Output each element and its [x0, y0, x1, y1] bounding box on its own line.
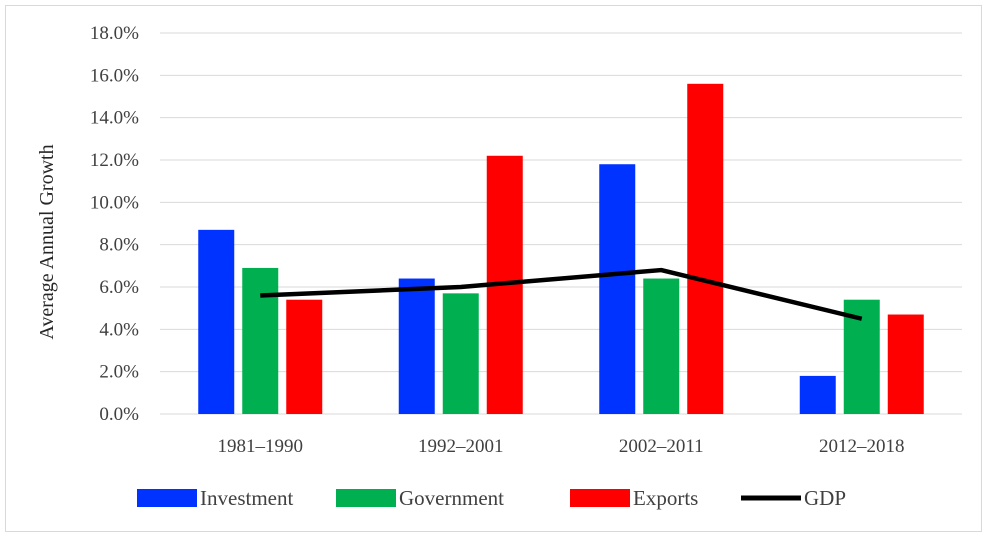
legend-swatch-investment: [137, 489, 197, 507]
x-tick-label: 1992–2001: [418, 436, 504, 457]
bar-exports: [286, 299, 323, 414]
x-tick-label: 2012–2018: [819, 436, 905, 457]
y-tick-label: 18.0%: [90, 23, 139, 44]
y-tick-label: 10.0%: [90, 192, 139, 213]
y-tick-label: 12.0%: [90, 150, 139, 171]
y-tick-label: 8.0%: [99, 235, 139, 256]
bar-government: [242, 267, 279, 414]
y-tick-label: 4.0%: [99, 319, 139, 340]
gdp-line: [260, 267, 863, 321]
bar-investment: [198, 229, 235, 414]
bar-investment: [398, 278, 435, 414]
legend: Investment Government Exports GDP: [137, 486, 846, 510]
y-tick-label: 14.0%: [90, 108, 139, 129]
y-tick-labels: 0.0% 2.0% 4.0% 6.0% 8.0% 10.0% 12.0% 14.0% 16.0%…: [90, 23, 139, 425]
x-tick-label: 1981–1990: [218, 436, 304, 457]
bar-exports: [887, 314, 924, 414]
y-tick-label: 16.0%: [90, 65, 139, 86]
bar-government: [442, 293, 479, 414]
legend-label-government: Government: [399, 486, 504, 510]
bar-investment: [599, 164, 636, 414]
gdp-line-layer: [260, 267, 863, 321]
y-axis-title: Average Annual Growth: [36, 144, 58, 339]
legend-label-investment: Investment: [200, 486, 293, 510]
legend-swatch-exports: [570, 489, 630, 507]
bar-investment: [799, 375, 836, 414]
gridlines: [160, 32, 962, 415]
bars: [198, 83, 924, 415]
legend-label-exports: Exports: [633, 486, 698, 510]
x-tick-labels: 1981–1990 1992–2001 2002–2011 2012–2018: [218, 436, 905, 457]
legend-swatch-government: [336, 489, 396, 507]
bar-exports: [687, 83, 724, 415]
y-tick-label: 6.0%: [99, 277, 139, 298]
x-tick-label: 2002–2011: [619, 436, 704, 457]
y-tick-label: 0.0%: [99, 404, 139, 425]
bar-government: [643, 278, 680, 414]
legend-label-gdp: GDP: [804, 486, 846, 510]
y-tick-label: 2.0%: [99, 362, 139, 383]
